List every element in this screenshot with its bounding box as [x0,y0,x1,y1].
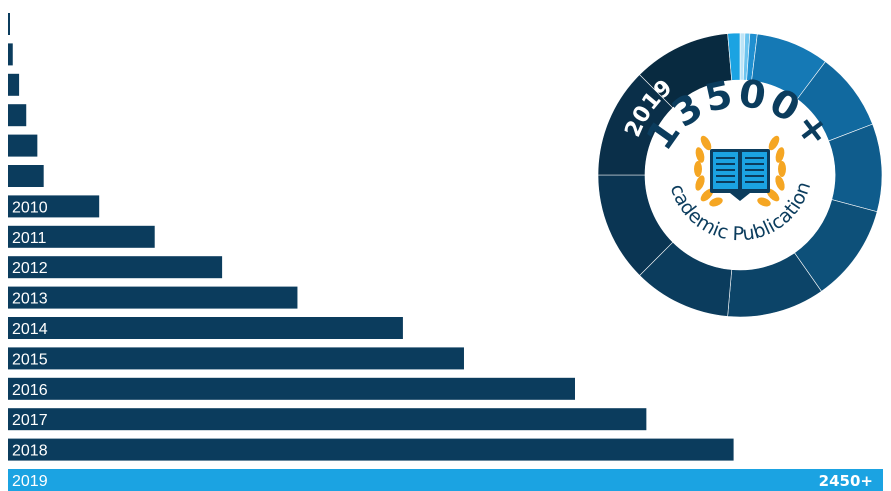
bar-label-2011: 2011 [12,230,47,247]
bar-label-2018: 2018 [12,443,48,460]
book [710,149,770,201]
bar-label-2014: 2014 [12,321,48,338]
bar-item-0 [8,13,10,35]
bars-group [8,13,883,491]
bar-label-2013: 2013 [12,291,48,308]
bar-item-2 [8,73,20,96]
bar-2019 [8,469,883,491]
bar-item-3 [8,104,27,127]
badge-ring [597,32,883,318]
bar-labels-group: 2010 2011 2012 2013 2014 2015 2016 2017 2018 2019… [12,199,873,490]
highlight-total-label: 2450+ [819,472,873,490]
laurel-right [757,135,786,207]
bar-label-2010: 2010 [12,199,48,216]
bar-2011 [8,225,155,248]
bar-label-2019: 2019 [12,473,48,490]
bar-label-2017: 2017 [12,412,48,429]
bar-label-2016: 2016 [12,382,48,399]
bar-2017 [8,408,647,431]
bar-item-1 [8,43,13,66]
bar-item-5 [8,165,44,187]
laurel-left [694,135,723,207]
bar-2016 [8,377,575,400]
bar-2010 [8,195,100,218]
bar-2013 [8,286,298,309]
bar-2018 [8,438,734,461]
bar-item-4 [8,134,38,157]
bar-2015 [8,347,464,370]
bar-label-2015: 2015 [12,351,48,368]
publications-badge: 2019 13500+ Academic Publications [597,32,883,318]
book-laurel-icon [694,135,786,207]
bar-2012 [8,256,223,279]
bar-2014 [8,317,403,339]
bar-label-2012: 2012 [12,260,48,277]
